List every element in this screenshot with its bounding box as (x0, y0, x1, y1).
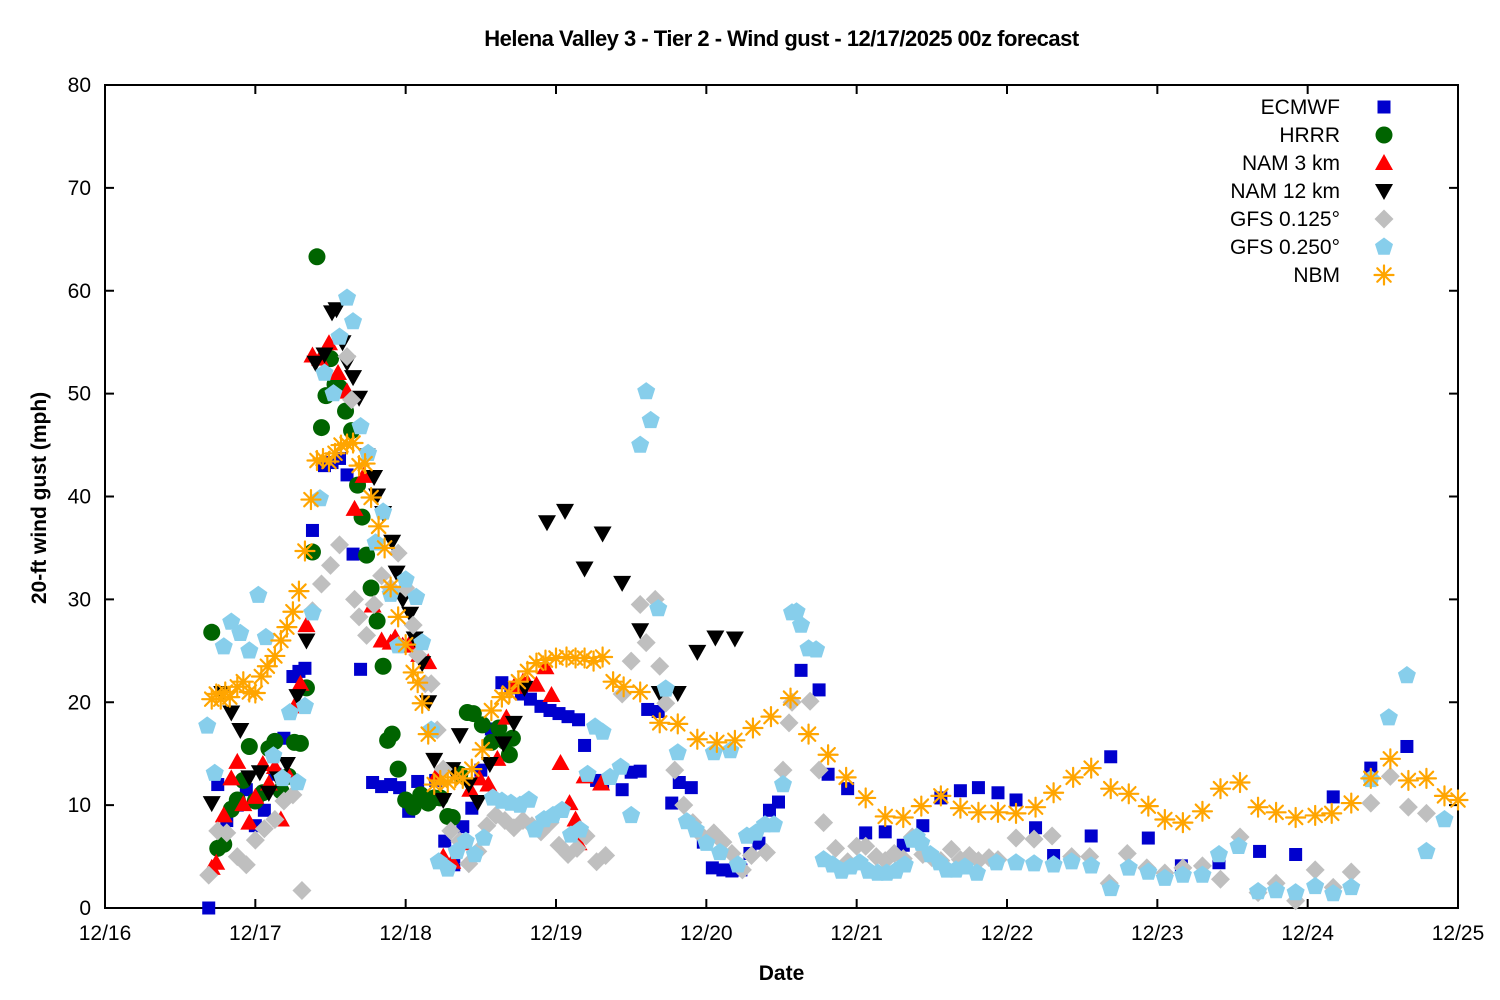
series-nbm (201, 432, 1469, 834)
legend-label: NAM 12 km (1230, 180, 1340, 203)
x-tick-label: 12/17 (229, 922, 282, 945)
y-tick-label: 60 (68, 280, 91, 303)
y-tick-label: 80 (68, 74, 91, 97)
legend-marker-pentagon-icon (1375, 237, 1393, 255)
legend-marker-diamond-icon (1374, 209, 1394, 229)
series-gfs-0-250 (198, 288, 1454, 902)
x-tick-label: 12/25 (1432, 922, 1485, 945)
x-tick-label: 12/18 (379, 922, 432, 945)
legend-item-hrrr: HRRR (1279, 124, 1393, 147)
legend-item-gfs-0-250: GFS 0.250° (1230, 236, 1393, 259)
x-tick-label: 12/23 (1131, 922, 1184, 945)
legend-label: NAM 3 km (1242, 152, 1340, 175)
legend: ECMWF HRRR NAM 3 km NAM 12 km GFS 0.125° GFS … (1230, 96, 1395, 287)
legend-label: ECMWF (1261, 96, 1340, 119)
legend-item-nam-3-km: NAM 3 km (1242, 152, 1393, 175)
legend-marker-triangle-down-icon (1375, 184, 1393, 200)
legend-item-ecmwf: ECMWF (1261, 96, 1391, 119)
x-tick-label: 12/16 (79, 922, 132, 945)
y-axis-ticks: 0 10 20 30 40 50 60 70 80 (68, 74, 1458, 920)
series-gfs-0-125 (199, 347, 1436, 911)
x-axis-ticks: 12/16 12/17 12/18 12/19 12/20 12/21 12/22 12/23… (79, 85, 1485, 945)
y-tick-label: 10 (68, 794, 91, 817)
legend-marker-square-icon (1377, 100, 1391, 114)
x-axis-label: Date (758, 962, 805, 985)
x-tick-label: 12/19 (530, 922, 583, 945)
legend-label: NBM (1293, 264, 1340, 287)
y-tick-label: 20 (68, 691, 91, 714)
y-tick-label: 30 (68, 588, 91, 611)
legend-marker-asterisk-icon (1373, 264, 1395, 286)
x-tick-label: 12/21 (830, 922, 883, 945)
legend-label: GFS 0.250° (1230, 236, 1340, 259)
legend-item-nbm: NBM (1293, 264, 1395, 287)
legend-item-nam-12-km: NAM 12 km (1230, 180, 1393, 203)
y-tick-label: 70 (68, 177, 91, 200)
legend-marker-circle-icon (1375, 126, 1393, 144)
y-tick-label: 40 (68, 486, 91, 509)
series-hrrr (203, 248, 521, 857)
x-tick-label: 12/20 (680, 922, 733, 945)
chart-title: Helena Valley 3 - Tier 2 - Wind gust - 1… (484, 26, 1079, 51)
legend-label: HRRR (1279, 124, 1340, 147)
y-tick-label: 0 (79, 897, 91, 920)
y-axis-label: 20-ft wind gust (mph) (28, 391, 51, 605)
legend-label: GFS 0.125° (1230, 208, 1340, 231)
legend-marker-triangle-up-icon (1375, 154, 1393, 170)
x-tick-label: 12/22 (981, 922, 1034, 945)
x-tick-label: 12/24 (1281, 922, 1334, 945)
y-tick-label: 50 (68, 383, 91, 406)
legend-item-gfs-0-125: GFS 0.125° (1230, 208, 1394, 231)
